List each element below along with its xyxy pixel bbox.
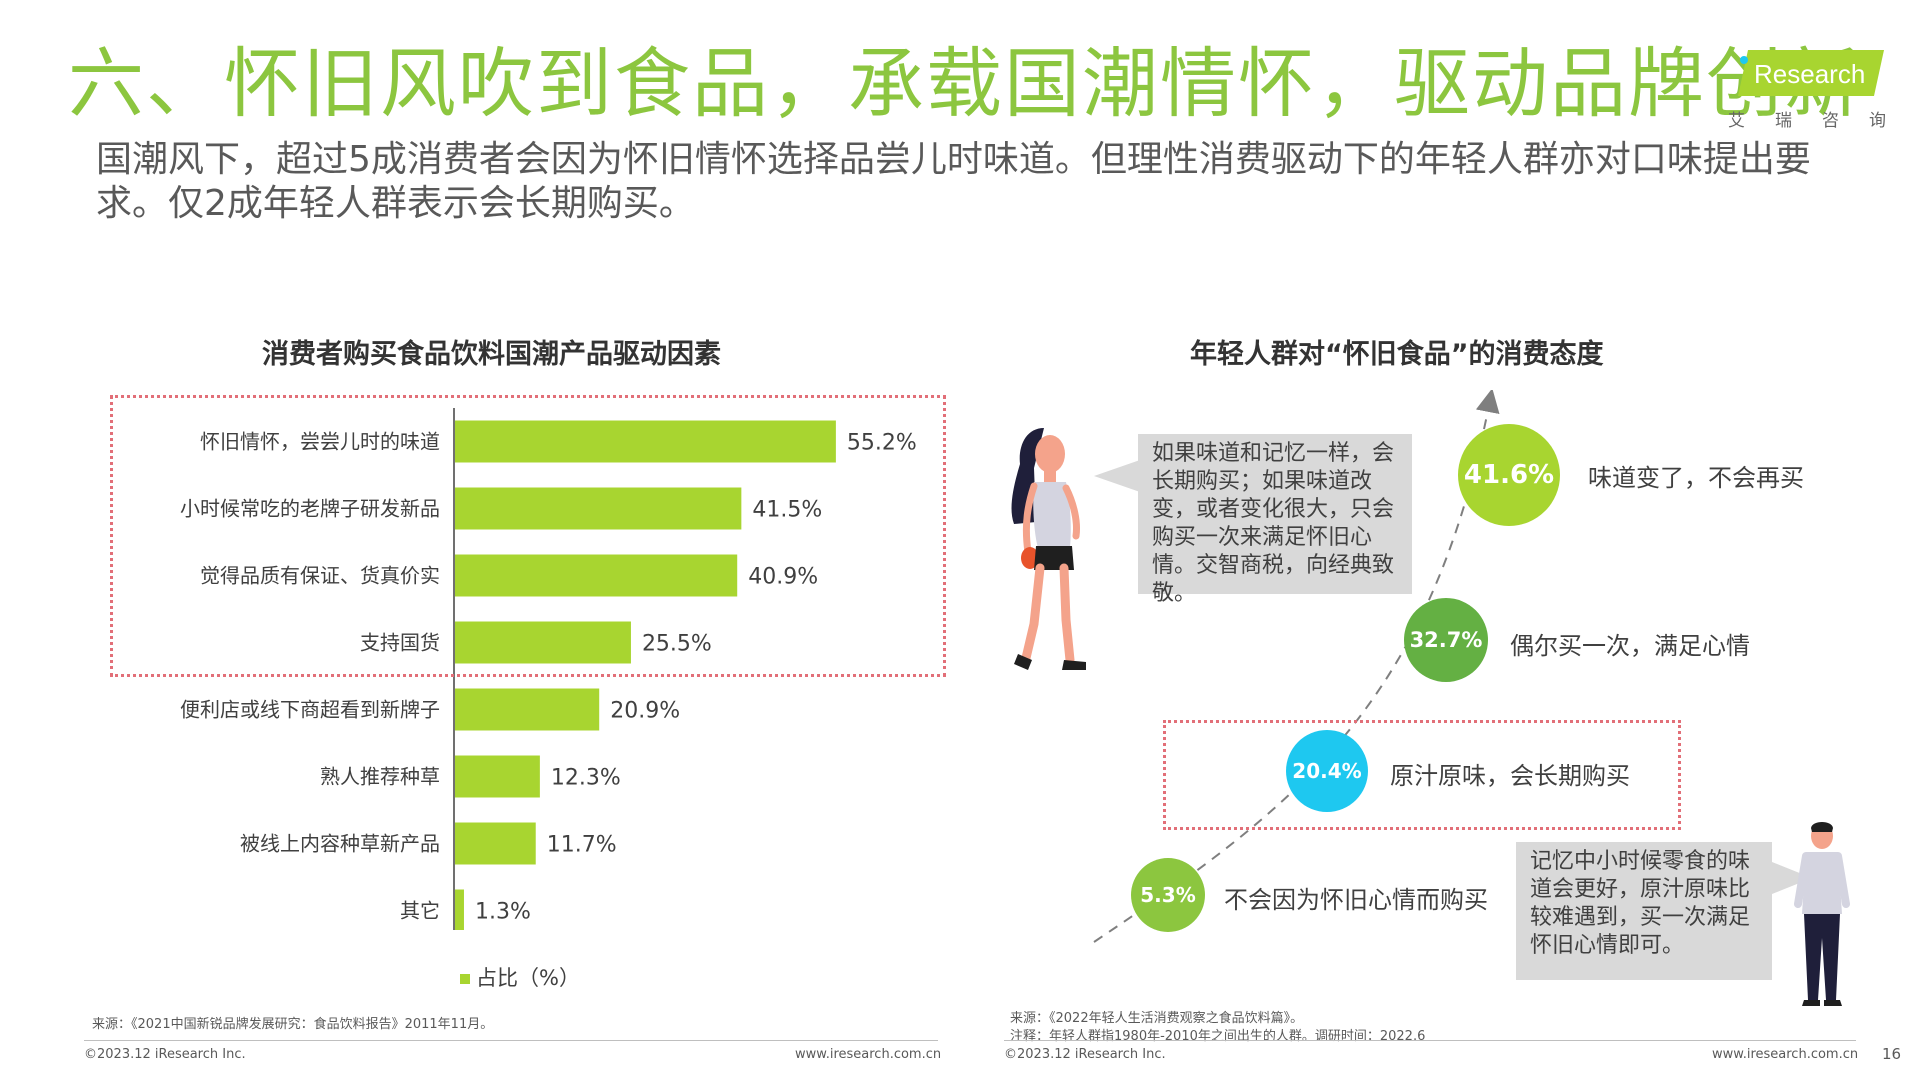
note-right: 注释：年轻人群指1980年-2010年之间出生的人群。调研时间：2022.6	[1010, 1029, 1426, 1044]
man-illustration	[1794, 822, 1850, 1006]
bar	[455, 889, 464, 930]
bar	[455, 554, 738, 597]
data-label: 25.5%	[642, 632, 712, 657]
attitude-point-4: 41.6%	[1458, 424, 1560, 526]
legend-label: 占比（%）	[476, 966, 580, 990]
attitude-point-2: 20.4%	[1286, 730, 1368, 812]
legend-swatch	[460, 974, 470, 984]
data-label: 1.3%	[475, 900, 531, 925]
point-3-value: 32.7%	[1409, 628, 1483, 652]
bar	[455, 487, 742, 530]
footer-divider-left	[84, 1040, 938, 1041]
data-label: 12.3%	[551, 766, 621, 791]
chart-legend: 占比（%）	[460, 962, 580, 992]
page-number: 16	[1882, 1045, 1902, 1063]
woman-illustration	[1011, 428, 1086, 670]
data-label: 41.5%	[752, 498, 822, 523]
highlight-box-top4	[110, 395, 946, 677]
footer-url-left: www.iresearch.com.cn	[795, 1047, 942, 1062]
data-label: 40.9%	[748, 565, 818, 590]
bar	[455, 621, 631, 664]
attitude-label-2: 原汁原味，会长期购买	[1390, 762, 1630, 790]
category-label: 小时候常吃的老牌子研发新品	[180, 497, 440, 521]
category-label: 怀旧情怀，尝尝儿时的味道	[200, 430, 440, 454]
bar	[455, 420, 836, 463]
attitude-label-1: 不会因为怀旧心情而购买	[1224, 886, 1488, 914]
data-label: 20.9%	[610, 699, 680, 724]
logo-chinese-text: 艾瑞咨询	[1728, 111, 1916, 131]
bar	[455, 755, 540, 798]
category-label: 被线上内容种草新产品	[240, 832, 440, 856]
data-label: 55.2%	[847, 431, 917, 456]
data-label: 11.7%	[547, 833, 617, 858]
quote-bubble-left: 如果味道和记忆一样，会长期购买；如果味道改变，或者变化很大，只会购买一次来满足怀…	[1138, 434, 1412, 606]
left-chart-title: 消费者购买食品饮料国潮产品驱动因素	[262, 339, 721, 370]
attitude-point-3: 32.7%	[1404, 598, 1488, 682]
bar	[455, 822, 536, 865]
source-left: 来源：《2021中国新锐品牌发展研究：食品饮料报告》2011年11月。	[92, 1017, 494, 1032]
footer-url-right: www.iresearch.com.cn	[1712, 1047, 1859, 1062]
category-label: 支持国货	[360, 631, 440, 655]
category-label: 便利店或线下商超看到新牌子	[180, 698, 440, 722]
point-4-value: 41.6%	[1463, 460, 1555, 490]
bar	[455, 688, 600, 731]
footer-copyright-right: ©2023.12 iResearch Inc.	[1004, 1047, 1166, 1062]
highlight-box-long-term	[1163, 720, 1681, 830]
bubble-left-pointer	[1094, 460, 1140, 492]
page-title: 六、怀旧风吹到食品，承载国潮情怀，驱动品牌创新	[68, 39, 1862, 128]
quote-bubble-right: 记忆中小时候零食的味道会更好，原汁原味比较难遇到，买一次满足怀旧心情即可。	[1516, 842, 1772, 980]
point-1-value: 5.3%	[1140, 883, 1196, 907]
source-right: 来源：《2022年轻人生活消费观察之食品饮料篇》。	[1010, 1011, 1304, 1026]
attitude-label-4: 味道变了，不会再买	[1588, 464, 1804, 492]
attitude-point-1: 5.3%	[1131, 858, 1205, 932]
footer-copyright-left: ©2023.12 iResearch Inc.	[84, 1047, 246, 1062]
category-label: 觉得品质有保证、货真价实	[200, 564, 440, 588]
footer-divider-right	[1004, 1040, 1856, 1041]
iresearch-logo: Research	[1738, 50, 1884, 96]
point-2-value: 20.4%	[1292, 759, 1362, 783]
logo-shape: Research	[1738, 50, 1884, 96]
category-label: 熟人推荐种草	[320, 765, 440, 789]
logo-text: Research	[1754, 59, 1865, 89]
bar-chart: 怀旧情怀，尝尝儿时的味道 55.2% 小时候常吃的老牌子研发新品 41.5% 觉得品质有…	[180, 408, 917, 930]
right-chart-title: 年轻人群对“怀旧食品”的消费态度	[1190, 339, 1604, 370]
category-label: 其它	[400, 899, 440, 923]
attitude-label-3: 偶尔买一次，满足心情	[1510, 632, 1750, 660]
page-subtitle: 国潮风下，超过5成消费者会因为怀旧情怀选择品尝儿时味道。但理性消费驱动下的年轻人…	[96, 139, 1811, 224]
